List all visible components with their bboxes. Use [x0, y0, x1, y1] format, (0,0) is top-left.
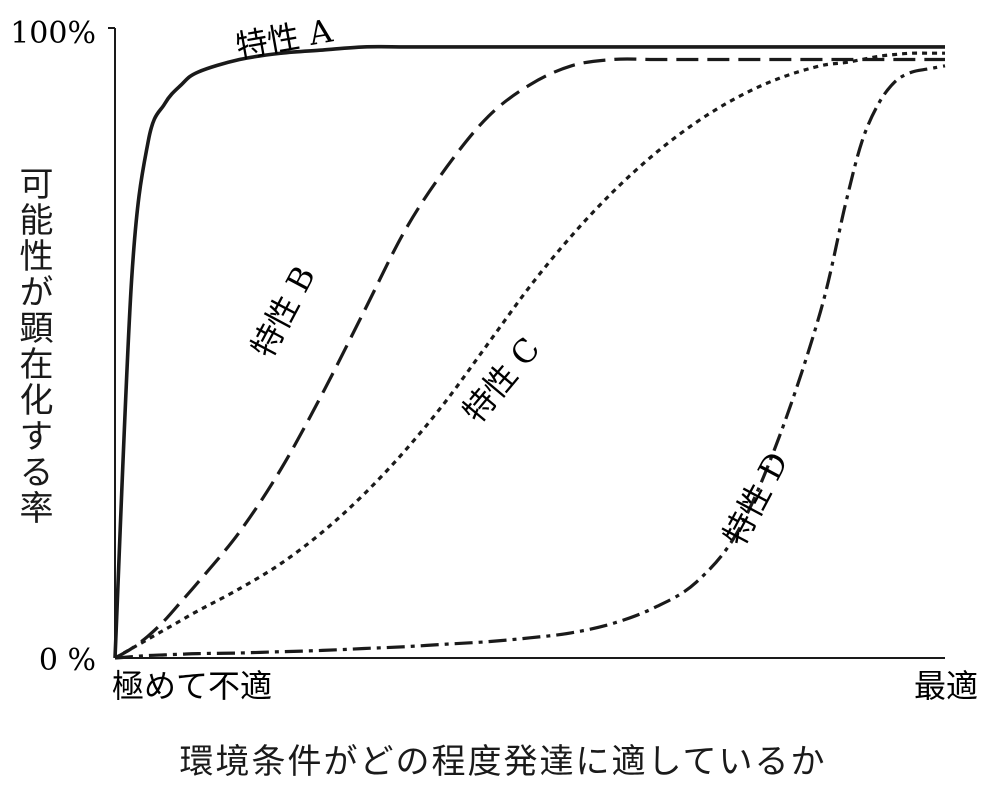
- series-label-d: 特性 D: [716, 446, 796, 552]
- series-label-b: 特性 B: [244, 260, 323, 364]
- series-line-a: [113, 44, 945, 659]
- x-tick-label-right: 最適: [914, 667, 978, 705]
- y-axis-label: 可能性が顕在化する率: [13, 166, 53, 526]
- x-tick-label-left: 極めて不適: [112, 667, 272, 705]
- plot-lines: [113, 44, 946, 660]
- y-tick-label-bottom: 0 %: [39, 643, 96, 678]
- series-label-c: 特性 C: [455, 330, 548, 430]
- y-tick-label-top: 100%: [10, 16, 96, 51]
- series-label-a: 特性 A: [233, 11, 336, 65]
- x-axis-label: 環境条件がどの程度発達に適しているか: [179, 742, 827, 782]
- series-line-d: [114, 64, 946, 660]
